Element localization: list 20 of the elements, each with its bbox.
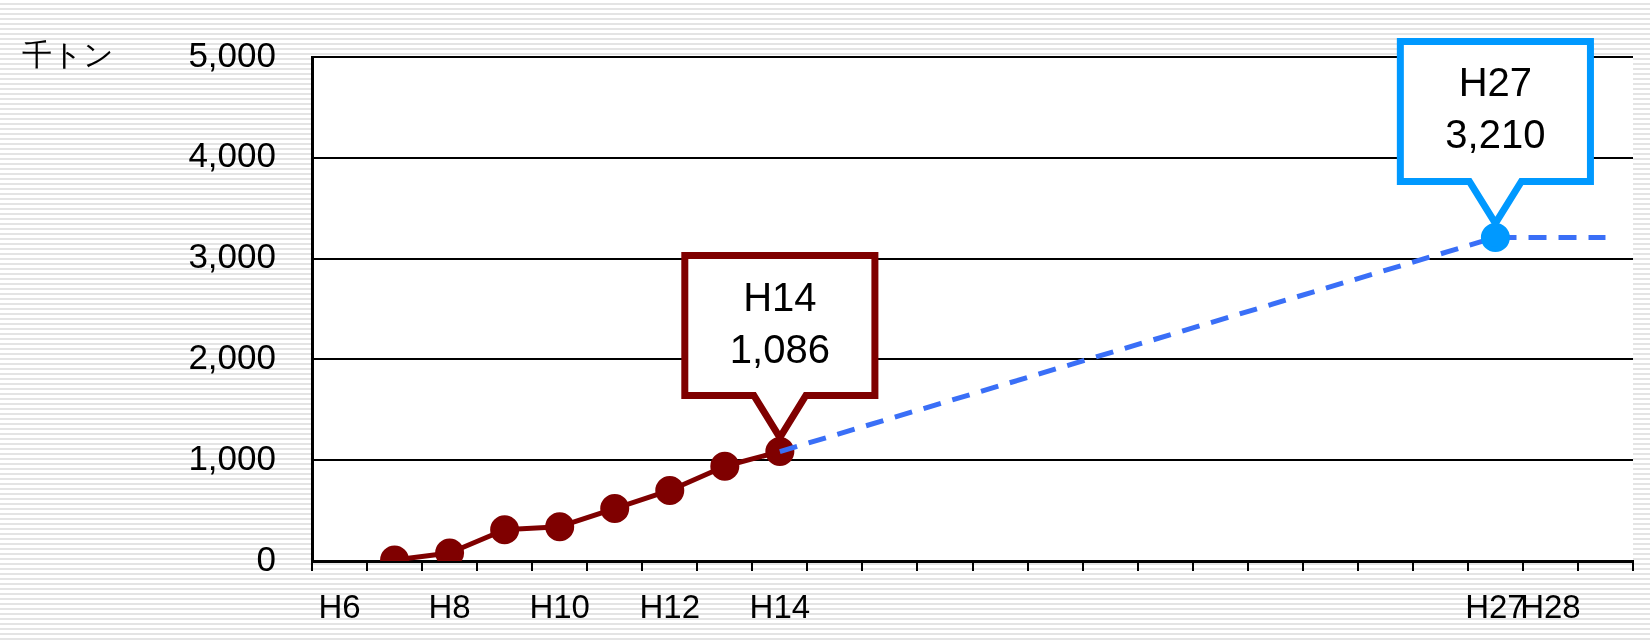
y-axis-title: 千トン <box>22 38 114 72</box>
x-tick-label: H12 <box>639 587 701 625</box>
y-tick-label: 0 <box>256 538 276 578</box>
y-tick-label: 4,000 <box>188 135 276 175</box>
x-tick-label: H10 <box>529 587 590 625</box>
x-tick-label: H8 <box>428 587 471 625</box>
y-tick-label: 1,000 <box>188 437 276 477</box>
annotation: H27 3,210 <box>1445 60 1546 157</box>
annotation: H14 1,086 <box>729 274 830 371</box>
y-tick-label: 3,000 <box>188 236 276 276</box>
point <box>655 475 685 505</box>
point <box>600 494 630 524</box>
point <box>545 512 575 542</box>
point <box>1480 222 1510 252</box>
x-tick-label: H6 <box>318 587 361 625</box>
y-tick-label: 2,000 <box>188 337 276 377</box>
point <box>710 451 740 481</box>
x-tick-label: H14 <box>749 587 811 625</box>
y-tick-label: 5,000 <box>188 34 276 74</box>
point <box>490 515 520 545</box>
